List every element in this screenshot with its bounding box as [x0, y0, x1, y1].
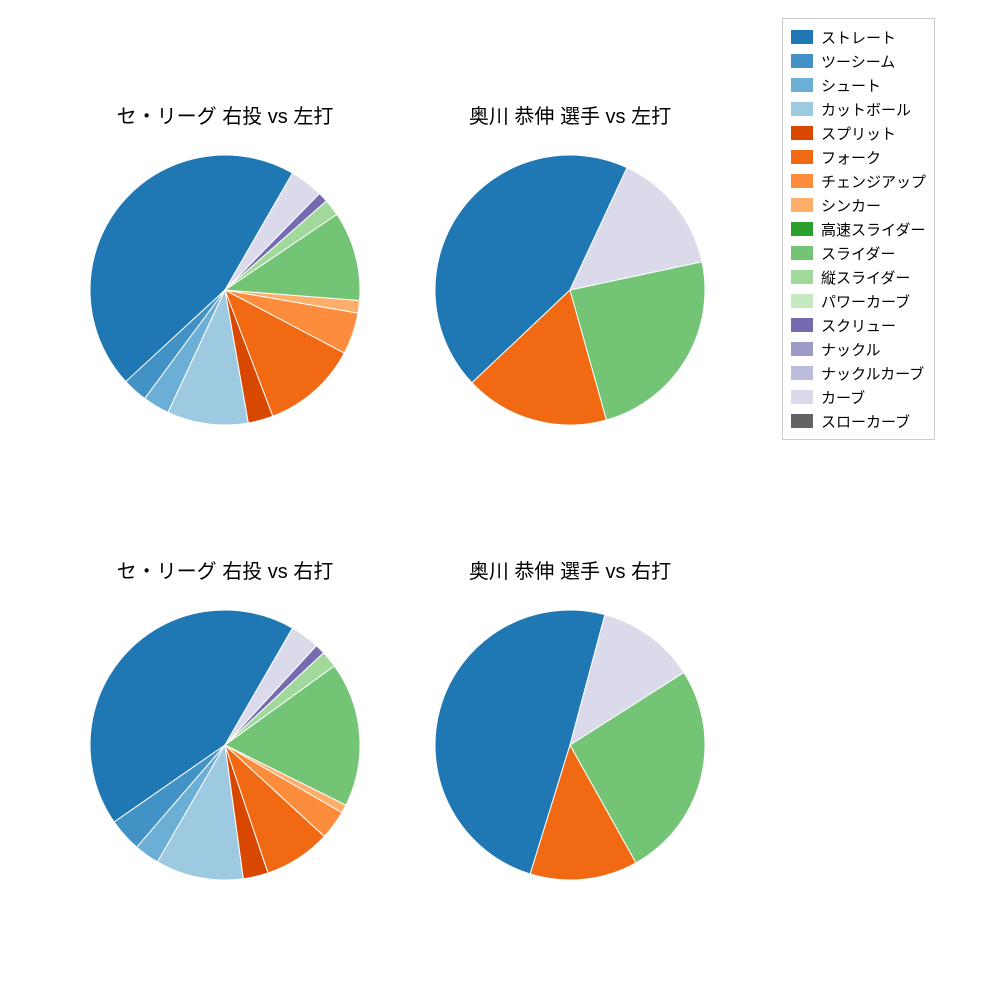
- legend-label: シンカー: [821, 195, 881, 216]
- legend-label: ナックルカーブ: [821, 363, 924, 384]
- pie-chart: [433, 153, 707, 427]
- legend-item: パワーカーブ: [791, 289, 926, 313]
- legend-swatch: [791, 366, 813, 380]
- legend-swatch: [791, 102, 813, 116]
- legend-item: スローカーブ: [791, 409, 926, 433]
- legend-label: シュート: [821, 75, 881, 96]
- pie-chart: [433, 608, 707, 882]
- legend-item: チェンジアップ: [791, 169, 926, 193]
- legend-swatch: [791, 150, 813, 164]
- legend-label: ツーシーム: [821, 51, 895, 72]
- chart-title: セ・リーグ 右投 vs 右打: [75, 555, 375, 584]
- legend-swatch: [791, 54, 813, 68]
- legend-label: スローカーブ: [821, 411, 910, 432]
- legend-label: スクリュー: [821, 315, 896, 336]
- legend-swatch: [791, 198, 813, 212]
- legend-item: カットボール: [791, 97, 926, 121]
- legend-item: フォーク: [791, 145, 926, 169]
- legend-item: ナックル: [791, 337, 926, 361]
- legend-item: ナックルカーブ: [791, 361, 926, 385]
- chart-container: ストレートツーシームシュートカットボールスプリットフォークチェンジアップシンカー…: [0, 0, 1000, 1000]
- legend-label: スプリット: [821, 123, 896, 144]
- legend-label: 縦スライダー: [821, 267, 910, 288]
- legend-swatch: [791, 222, 813, 236]
- pie-chart: [88, 608, 362, 882]
- legend-item: スライダー: [791, 241, 926, 265]
- legend-item: スプリット: [791, 121, 926, 145]
- legend-label: スライダー: [821, 243, 895, 264]
- legend-item: 縦スライダー: [791, 265, 926, 289]
- legend-swatch: [791, 78, 813, 92]
- legend-item: カーブ: [791, 385, 926, 409]
- legend-swatch: [791, 342, 813, 356]
- legend-item: シンカー: [791, 193, 926, 217]
- legend-label: カーブ: [821, 387, 865, 408]
- pie-chart: [88, 153, 362, 427]
- chart-title: 奥川 恭伸 選手 vs 右打: [420, 555, 720, 584]
- legend-item: シュート: [791, 73, 926, 97]
- legend-label: フォーク: [821, 147, 881, 168]
- legend-swatch: [791, 270, 813, 284]
- legend-label: ストレート: [821, 27, 896, 48]
- legend-swatch: [791, 294, 813, 308]
- legend-label: チェンジアップ: [821, 171, 926, 192]
- legend-swatch: [791, 174, 813, 188]
- legend-swatch: [791, 126, 813, 140]
- legend-swatch: [791, 318, 813, 332]
- legend-item: スクリュー: [791, 313, 926, 337]
- legend: ストレートツーシームシュートカットボールスプリットフォークチェンジアップシンカー…: [782, 18, 935, 440]
- legend-label: ナックル: [821, 339, 881, 360]
- legend-label: パワーカーブ: [821, 291, 910, 312]
- chart-title: 奥川 恭伸 選手 vs 左打: [420, 100, 720, 129]
- legend-item: ストレート: [791, 25, 926, 49]
- legend-swatch: [791, 246, 813, 260]
- legend-item: ツーシーム: [791, 49, 926, 73]
- chart-title: セ・リーグ 右投 vs 左打: [75, 100, 375, 129]
- legend-swatch: [791, 414, 813, 428]
- legend-swatch: [791, 390, 813, 404]
- legend-item: 高速スライダー: [791, 217, 926, 241]
- legend-label: カットボール: [821, 99, 911, 120]
- legend-label: 高速スライダー: [821, 219, 925, 240]
- legend-swatch: [791, 30, 813, 44]
